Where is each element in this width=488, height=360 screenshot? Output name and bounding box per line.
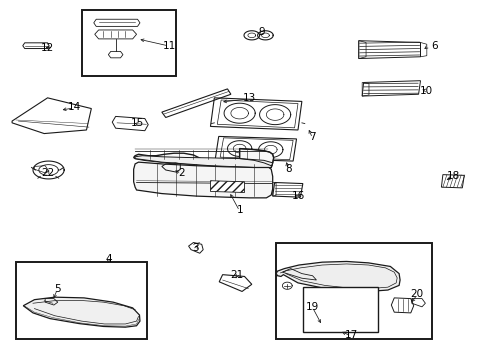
Text: 8: 8 <box>285 164 291 174</box>
Text: 9: 9 <box>258 27 264 37</box>
Text: 21: 21 <box>230 270 244 280</box>
Polygon shape <box>210 181 244 193</box>
Bar <box>16 262 147 339</box>
Text: 6: 6 <box>430 41 437 51</box>
Text: 11: 11 <box>162 41 175 51</box>
Text: 1: 1 <box>236 205 243 215</box>
Text: 3: 3 <box>192 243 199 253</box>
Text: 13: 13 <box>242 93 255 103</box>
Text: 7: 7 <box>308 132 315 142</box>
Bar <box>276 243 431 339</box>
Polygon shape <box>276 261 399 292</box>
Text: 20: 20 <box>410 289 423 299</box>
Text: 14: 14 <box>67 102 81 112</box>
Text: 19: 19 <box>305 302 319 312</box>
Text: 2: 2 <box>178 168 184 178</box>
Polygon shape <box>133 162 272 198</box>
Polygon shape <box>23 297 140 327</box>
Polygon shape <box>305 314 335 326</box>
Polygon shape <box>135 156 272 167</box>
Text: 10: 10 <box>419 86 432 96</box>
Text: 16: 16 <box>291 191 304 201</box>
Text: 15: 15 <box>131 118 144 128</box>
Text: 4: 4 <box>105 253 111 264</box>
Text: 5: 5 <box>54 284 61 294</box>
Text: 18: 18 <box>446 171 459 181</box>
Polygon shape <box>133 149 273 168</box>
Text: 22: 22 <box>41 168 54 178</box>
Bar <box>302 287 377 332</box>
Text: 17: 17 <box>344 330 357 341</box>
Bar <box>81 10 176 76</box>
Text: 12: 12 <box>41 43 54 53</box>
